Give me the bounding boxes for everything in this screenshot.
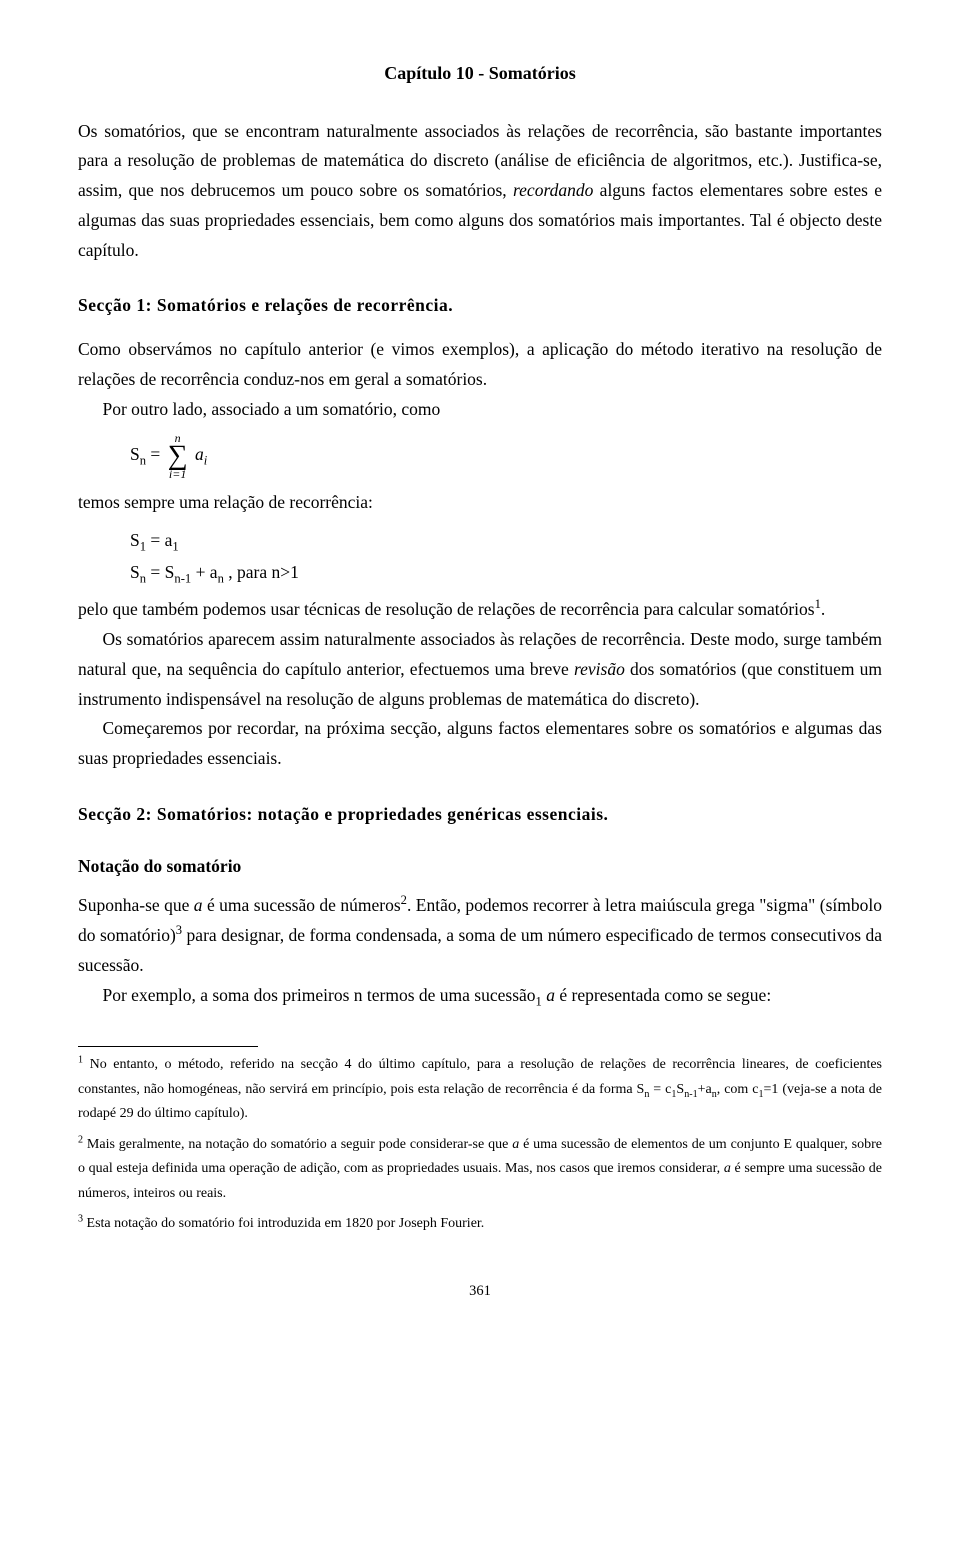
eq3-S: S (130, 562, 140, 582)
fn2-ital2: a (724, 1161, 731, 1176)
sec2-p1-a: Suponha-se que (78, 895, 194, 915)
sec2-p2-sub: 1 (536, 994, 542, 1008)
sec2-p2-ital: a (546, 985, 555, 1005)
sigma-glyph: ∑ (168, 444, 188, 468)
sum-term-i: i (204, 454, 208, 468)
eq2-sub1b: 1 (172, 539, 178, 553)
sec1-p4-post: . (821, 599, 825, 619)
page-number: 361 (78, 1279, 882, 1304)
sec2-p2-c: é representada como se segue: (555, 985, 771, 1005)
sec2-p1: Suponha-se que a é uma sucessão de númer… (78, 891, 882, 980)
fn1-d: +a (698, 1082, 712, 1097)
sec2-p2: Por exemplo, a soma dos primeiros n term… (78, 981, 882, 1011)
footnote-2: 2 Mais geralmente, na notação do somatór… (78, 1133, 882, 1207)
sec1-p5-ital: revisão (574, 659, 625, 679)
eq2-mid: = a (146, 530, 172, 550)
fn1-sub3: n-1 (684, 1089, 697, 1100)
footnote-rule (78, 1046, 258, 1047)
footnote-1: 1 No entanto, o método, referido na secç… (78, 1053, 882, 1127)
equation-sum-definition: Sn = n ∑ i=1 ai (130, 432, 882, 480)
eq-line-2: Sn = Sn-1 + an , para n>1 (130, 558, 882, 588)
sec1-p3: temos sempre uma relação de recorrência: (78, 488, 882, 518)
sum-lower-bound: i=1 (169, 468, 186, 480)
eq3-sub-nm1: n-1 (174, 571, 191, 585)
sec1-p4-pre: pelo que também podemos usar técnicas de… (78, 599, 815, 619)
fn2-a: Mais geralmente, na notação do somatório… (83, 1137, 512, 1152)
fn3-text: Esta notação do somatório foi introduzid… (83, 1216, 484, 1231)
fn1-b: = c (649, 1082, 671, 1097)
sigma-symbol: n ∑ i=1 (168, 432, 188, 480)
eq-S: S (130, 444, 140, 464)
chapter-title: Capítulo 10 - Somatórios (78, 58, 882, 89)
fn1-e: , com c (717, 1082, 759, 1097)
sec1-p2: Por outro lado, associado a um somatório… (78, 395, 882, 425)
eq3-tail: , para n>1 (224, 562, 299, 582)
eq2-S: S (130, 530, 140, 550)
eq3-plus: + a (191, 562, 217, 582)
sec1-p1: Como observámos no capítulo anterior (e … (78, 335, 882, 395)
sec1-p4: pelo que também podemos usar técnicas de… (78, 595, 882, 625)
sec2-p1-b: é uma sucessão de números (203, 895, 401, 915)
sec1-p5: Os somatórios aparecem assim naturalment… (78, 625, 882, 714)
sec1-p6: Começaremos por recordar, na próxima sec… (78, 714, 882, 774)
sec2-p1-d: para designar, de forma condensada, a so… (78, 925, 882, 975)
eq-eq: = (146, 444, 165, 464)
equation-recurrence: S1 = a1 Sn = Sn-1 + an , para n>1 (130, 526, 882, 588)
eq3-mid: = S (146, 562, 174, 582)
intro-ital: recordando (513, 180, 593, 200)
sum-term-a: a (195, 444, 204, 464)
notation-subheading: Notação do somatório (78, 852, 882, 882)
footnote-3: 3 Esta notação do somatório foi introduz… (78, 1212, 882, 1237)
eq-line-1: S1 = a1 (130, 526, 882, 556)
intro-paragraph: Os somatórios, que se encontram naturalm… (78, 117, 882, 266)
footnotes-block: 1 No entanto, o método, referido na secç… (78, 1053, 882, 1237)
section-2-title: Secção 2: Somatórios: notação e propried… (78, 800, 882, 830)
sec2-p1-ital1: a (194, 895, 203, 915)
section-1-title: Secção 1: Somatórios e relações de recor… (78, 291, 882, 321)
sec2-p2-a: Por exemplo, a soma dos primeiros n term… (103, 985, 536, 1005)
